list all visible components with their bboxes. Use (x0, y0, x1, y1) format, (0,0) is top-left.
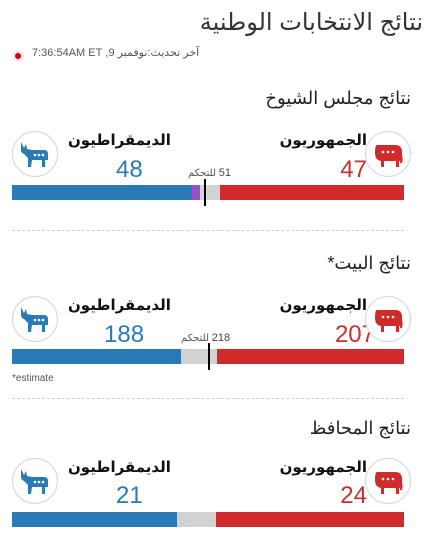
control-label: للتحكم (188, 168, 217, 179)
rep-label: الجمهوريون (279, 459, 367, 476)
rep-label: الجمهوريون (279, 297, 367, 314)
elephant-icon (365, 131, 411, 177)
dem-bar (12, 185, 192, 200)
dem-count: 21 (116, 482, 143, 509)
rep-bar (220, 185, 404, 200)
results-bar (12, 343, 404, 370)
control-label: للتحكم (181, 333, 210, 344)
rep-count: 24 (340, 482, 367, 509)
dem-bar (12, 349, 181, 364)
independent-bar (192, 185, 200, 200)
section-title: نتائج المحافظ (309, 418, 411, 438)
elephant-icon (365, 458, 411, 504)
rep-bar (216, 512, 404, 527)
rep-label: الجمهوريون (279, 132, 367, 149)
dem-label: الديمقراطيون (68, 297, 171, 314)
divider (12, 398, 404, 399)
control-number: 51 (218, 167, 232, 179)
footnote: *estimate (12, 373, 54, 384)
dem-label: الديمقراطيون (68, 132, 171, 149)
dem-bar (12, 512, 177, 527)
live-dot-icon (12, 50, 24, 62)
donkey-icon (12, 296, 58, 342)
dem-label: الديمقراطيون (68, 459, 171, 476)
donkey-icon (12, 131, 58, 177)
rep-bar (217, 349, 404, 364)
divider (12, 230, 404, 231)
majority-line (208, 343, 210, 370)
section-title: نتائج مجلس الشيوخ (265, 88, 411, 108)
control-threshold: 51 للتحكم (188, 167, 231, 179)
elephant-icon (365, 296, 411, 342)
results-bar (12, 179, 404, 206)
last-updated: آخر تحديث:نوفمبر 9, 7:36:54AM ET (32, 47, 200, 59)
donkey-icon (12, 458, 58, 504)
senate-results: نتائج مجلس الشيوخ الديمقراطيون 48 الجمهو… (0, 88, 433, 213)
results-bar (12, 512, 404, 527)
majority-line (204, 179, 206, 206)
page-title: نتائج الانتخابات الوطنية (199, 9, 423, 36)
governor-results: نتائج المحافظ الديمقراطيون 21 الجمهوريون… (0, 418, 433, 533)
control-threshold: 218 للتحكم (181, 332, 230, 344)
rep-count: 47 (340, 156, 367, 183)
section-title: نتائج البيت* (327, 253, 411, 273)
control-number: 218 (211, 332, 231, 344)
dem-count: 188 (104, 321, 145, 348)
dem-count: 48 (116, 156, 143, 183)
house-results: نتائج البيت* الديمقراطيون 188 الجمهوريون… (0, 253, 433, 393)
